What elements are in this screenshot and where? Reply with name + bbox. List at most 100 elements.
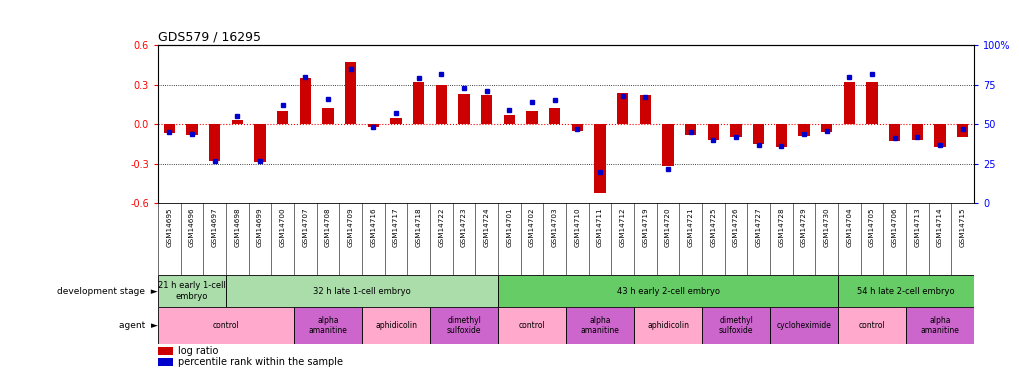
Text: alpha
amanitine: alpha amanitine (309, 316, 347, 336)
Bar (956, 124, 967, 137)
Bar (413, 82, 424, 124)
Text: GSM14710: GSM14710 (574, 207, 580, 247)
Text: aphidicolin: aphidicolin (375, 321, 417, 330)
Text: GSM14719: GSM14719 (642, 207, 648, 247)
Text: GSM14697: GSM14697 (212, 207, 217, 247)
Bar (566, 307, 634, 345)
Text: 32 h late 1-cell embryo: 32 h late 1-cell embryo (313, 287, 411, 296)
Text: development stage  ►: development stage ► (57, 287, 158, 296)
Bar (231, 120, 243, 124)
Text: 54 h late 2-cell embryo: 54 h late 2-cell embryo (856, 287, 954, 296)
Text: GSM14696: GSM14696 (189, 207, 195, 247)
Text: GSM14713: GSM14713 (914, 207, 919, 247)
Text: 21 h early 1-cell
embryo: 21 h early 1-cell embryo (158, 282, 226, 301)
Text: GSM14718: GSM14718 (416, 207, 421, 247)
Text: alpha
amanitine: alpha amanitine (920, 316, 959, 336)
Text: GSM14728: GSM14728 (777, 207, 784, 247)
Text: GSM14727: GSM14727 (755, 207, 761, 247)
Text: GSM14729: GSM14729 (800, 207, 806, 247)
Bar (730, 124, 741, 137)
Text: GSM14709: GSM14709 (347, 207, 354, 247)
Bar (639, 95, 650, 124)
Bar (707, 124, 718, 140)
Bar (769, 307, 838, 345)
Bar (186, 124, 198, 135)
Text: GSM14711: GSM14711 (596, 207, 602, 247)
Text: GSM14706: GSM14706 (891, 207, 897, 247)
Bar (701, 307, 769, 345)
Bar (226, 275, 497, 307)
Bar (933, 124, 945, 147)
Bar (497, 307, 566, 345)
Text: GSM14725: GSM14725 (710, 207, 715, 247)
Text: GSM14716: GSM14716 (370, 207, 376, 247)
Bar (164, 124, 175, 134)
Text: 43 h early 2-cell embryo: 43 h early 2-cell embryo (616, 287, 718, 296)
Bar (344, 62, 356, 124)
Bar (430, 307, 497, 345)
Bar (865, 82, 877, 124)
Bar (503, 115, 515, 124)
Text: control: control (213, 321, 239, 330)
Text: GSM14704: GSM14704 (846, 207, 852, 247)
Text: alpha
amanitine: alpha amanitine (580, 316, 619, 336)
Bar (158, 347, 172, 355)
Bar (481, 95, 492, 124)
Bar (158, 275, 226, 307)
Text: GSM14723: GSM14723 (461, 207, 467, 247)
Text: GSM14699: GSM14699 (257, 207, 263, 247)
Text: GSM14708: GSM14708 (325, 207, 331, 247)
Bar (362, 307, 430, 345)
Text: cycloheximide: cycloheximide (775, 321, 830, 330)
Bar (775, 124, 787, 147)
Text: GDS579 / 16295: GDS579 / 16295 (158, 31, 261, 44)
Text: GSM14730: GSM14730 (823, 207, 828, 247)
Bar (209, 124, 220, 161)
Bar (548, 108, 559, 124)
Text: GSM14698: GSM14698 (234, 207, 240, 247)
Bar (458, 94, 470, 124)
Bar (798, 124, 809, 136)
Text: GSM14703: GSM14703 (551, 207, 557, 247)
Bar (838, 307, 905, 345)
Text: GSM14722: GSM14722 (438, 207, 444, 247)
Bar (838, 275, 973, 307)
Bar (300, 78, 311, 124)
Bar (435, 85, 446, 124)
Bar (277, 111, 288, 124)
Bar (594, 124, 605, 193)
Bar (158, 307, 293, 345)
Text: GSM14702: GSM14702 (529, 207, 535, 247)
Bar (843, 82, 854, 124)
Bar (889, 124, 900, 141)
Text: GSM14717: GSM14717 (392, 207, 398, 247)
Bar (158, 358, 172, 366)
Text: percentile rank within the sample: percentile rank within the sample (178, 357, 343, 368)
Text: GSM14726: GSM14726 (733, 207, 739, 247)
Text: GSM14714: GSM14714 (936, 207, 943, 247)
Bar (254, 124, 266, 162)
Text: aphidicolin: aphidicolin (646, 321, 689, 330)
Bar (905, 307, 973, 345)
Bar (820, 124, 832, 132)
Bar (752, 124, 763, 144)
Text: GSM14700: GSM14700 (279, 207, 285, 247)
Text: GSM14720: GSM14720 (664, 207, 671, 247)
Text: GSM14695: GSM14695 (166, 207, 172, 247)
Text: control: control (858, 321, 884, 330)
Text: control: control (519, 321, 545, 330)
Bar (661, 124, 674, 166)
Bar (572, 124, 583, 131)
Bar (368, 124, 379, 127)
Bar (616, 93, 628, 124)
Bar (634, 307, 701, 345)
Text: dimethyl
sulfoxide: dimethyl sulfoxide (718, 316, 753, 336)
Text: GSM14715: GSM14715 (959, 207, 965, 247)
Text: GSM14701: GSM14701 (506, 207, 512, 247)
Bar (526, 111, 537, 124)
Bar (911, 124, 922, 140)
Text: agent  ►: agent ► (119, 321, 158, 330)
Bar (390, 118, 401, 124)
Text: GSM14724: GSM14724 (483, 207, 489, 247)
Bar (685, 124, 696, 135)
